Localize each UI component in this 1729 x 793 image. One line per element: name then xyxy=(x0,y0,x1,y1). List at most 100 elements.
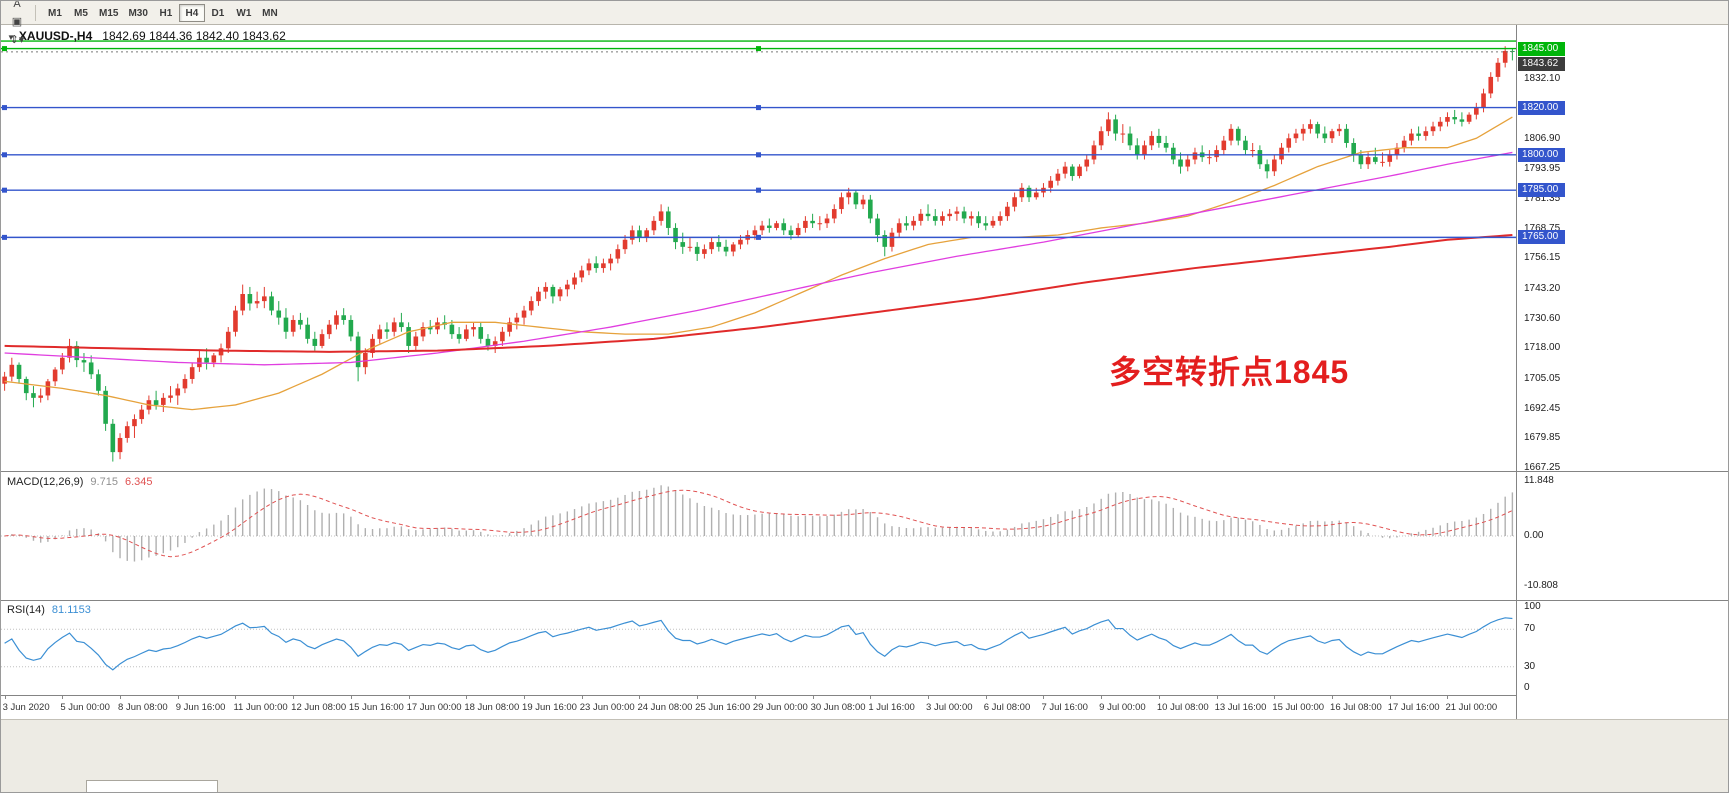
time-tick xyxy=(1043,696,1045,699)
time-tick xyxy=(1158,696,1160,699)
ma-slow-line xyxy=(4,234,1513,353)
time-axis-label: 17 Jun 00:00 xyxy=(406,702,462,713)
price-axis-label: 1679.85 xyxy=(1524,432,1561,444)
toolbar-separator xyxy=(35,4,36,21)
time-axis-label: 1 Jul 16:00 xyxy=(868,702,915,713)
hline-handle[interactable] xyxy=(756,187,761,193)
timeframe-D1[interactable]: D1 xyxy=(205,4,231,22)
chart-ohlc: 1842.69 1844.36 1842.40 1843.62 xyxy=(102,29,286,43)
time-axis-label: 12 Jun 08:00 xyxy=(291,702,347,713)
hline-handle[interactable] xyxy=(2,105,7,111)
symbol-dropdown-icon[interactable]: ▼ xyxy=(7,33,15,42)
text-frame-icon[interactable]: ▣ xyxy=(6,13,28,31)
time-tick xyxy=(62,696,64,699)
time-axis-label: 18 Jun 08:00 xyxy=(464,702,520,713)
time-tick xyxy=(581,696,583,699)
time-tick xyxy=(754,696,756,699)
time-axis-label: 9 Jul 00:00 xyxy=(1099,702,1146,713)
time-axis-label: 5 Jun 00:00 xyxy=(60,702,110,713)
hline-handle[interactable] xyxy=(756,105,761,111)
timeframe-M5[interactable]: M5 xyxy=(68,4,94,22)
time-tick xyxy=(928,696,930,699)
time-axis-label: 15 Jun 16:00 xyxy=(348,702,404,713)
toolbar-icons: ≡A▣⇕▾ xyxy=(5,1,29,49)
time-tick xyxy=(985,696,987,699)
price-axis-label: 1692.45 xyxy=(1524,402,1561,414)
rsi-axis-label: 0 xyxy=(1524,682,1530,693)
rsi-indicator-label: RSI(14) 81.1153 xyxy=(7,604,91,616)
time-tick xyxy=(408,696,410,699)
time-axis-label: 19 Jun 16:00 xyxy=(522,702,577,713)
timeframe-H4[interactable]: H4 xyxy=(178,4,205,23)
macd-signal-line xyxy=(4,489,1513,558)
rsi-value: 81.1153 xyxy=(51,604,91,616)
hline-handle[interactable] xyxy=(2,187,7,193)
time-tick xyxy=(120,696,122,699)
vertical-scale-icon[interactable]: ⇕▾ xyxy=(6,31,28,49)
time-axis-label: 21 Jul 00:00 xyxy=(1445,702,1498,713)
hline-handle[interactable] xyxy=(2,234,7,240)
macd-name: MACD(12,26,9) xyxy=(7,476,84,488)
macd-axis-label: 11.848 xyxy=(1524,474,1554,486)
timeframe-H1[interactable]: H1 xyxy=(153,4,179,22)
price-axis[interactable]: 1832.10 1806.90 1793.95 1781.35 1768.75 1756.… xyxy=(1516,25,1728,719)
hline-price-badge: 1800.00 xyxy=(1518,147,1565,162)
hline-handle[interactable] xyxy=(2,152,7,158)
axis-separator xyxy=(1517,471,1728,472)
time-axis-label: 17 Jul 16:00 xyxy=(1387,702,1440,713)
candles-layer xyxy=(2,46,1515,462)
time-tick xyxy=(1332,696,1334,699)
time-axis-label: 29 Jun 00:00 xyxy=(752,702,808,713)
macd-main-value: 9.715 xyxy=(90,476,118,488)
font-a-icon[interactable]: A xyxy=(6,1,28,13)
time-tick xyxy=(870,696,872,699)
time-axis-label: 11 Jun 00:00 xyxy=(233,702,288,713)
macd-indicator-label: MACD(12,26,9) 9.715 6.345 xyxy=(7,476,152,488)
time-tick xyxy=(1447,696,1449,699)
timeframe-M1[interactable]: M1 xyxy=(42,4,68,22)
time-tick xyxy=(1389,696,1391,699)
price-axis-label: 1730.60 xyxy=(1524,312,1561,324)
chart-annotation: 多空转折点1845 xyxy=(1109,354,1350,390)
hline-handle[interactable] xyxy=(2,46,7,52)
bid-price-badge: 1843.62 xyxy=(1518,56,1565,71)
price-axis-label: 1806.90 xyxy=(1524,132,1561,144)
timeframe-M30[interactable]: M30 xyxy=(123,4,152,22)
hline-handle[interactable] xyxy=(756,234,761,240)
time-axis-label: 6 Jul 08:00 xyxy=(983,702,1031,713)
time-axis-label: 3 Jun 2020 xyxy=(2,702,50,713)
price-axis-label: 1743.20 xyxy=(1524,282,1561,294)
time-axis-label: 23 Jun 00:00 xyxy=(579,702,635,713)
macd-axis-label: 0.00 xyxy=(1524,530,1544,541)
time-tick xyxy=(293,696,295,699)
status-tab[interactable] xyxy=(86,780,218,792)
hline-price-badge: 1785.00 xyxy=(1518,183,1565,198)
time-axis-label: 30 Jun 08:00 xyxy=(810,702,866,713)
price-axis-label: 1705.05 xyxy=(1524,372,1561,384)
time-tick xyxy=(4,696,6,699)
time-axis-label: 16 Jul 08:00 xyxy=(1330,702,1382,713)
rsi-line xyxy=(4,617,1513,671)
timeframe-M15[interactable]: M15 xyxy=(94,4,123,22)
chart-title: ▼ XAUUSD-,H4 1842.69 1844.36 1842.40 1843.… xyxy=(7,29,286,43)
time-axis-label: 10 Jul 08:00 xyxy=(1156,702,1209,713)
price-axis-label: 1832.10 xyxy=(1524,73,1561,85)
price-axis-label: 1768.75 xyxy=(1524,222,1561,234)
time-axis[interactable]: 3 Jun 2020 5 Jun 00:00 8 Jun 08:00 9 Jun 16… xyxy=(1,695,1728,719)
time-tick xyxy=(1274,696,1276,699)
time-tick xyxy=(466,696,468,699)
hline-handle[interactable] xyxy=(756,152,761,158)
time-axis-label: 8 Jun 08:00 xyxy=(118,702,168,713)
timeframe-W1[interactable]: W1 xyxy=(231,4,257,22)
timeframe-MN[interactable]: MN xyxy=(257,4,283,22)
hline-handle[interactable] xyxy=(756,46,761,52)
price-chart[interactable] xyxy=(1,1,1516,719)
price-axis-label: 1781.35 xyxy=(1524,192,1561,204)
macd-signal-value: 6.345 xyxy=(124,476,153,488)
macd-axis-label: -10.808 xyxy=(1524,580,1558,592)
ma-mid-line xyxy=(4,151,1513,366)
price-axis-label: 1756.15 xyxy=(1524,252,1561,264)
hline-price-badge: 1820.00 xyxy=(1518,100,1565,115)
